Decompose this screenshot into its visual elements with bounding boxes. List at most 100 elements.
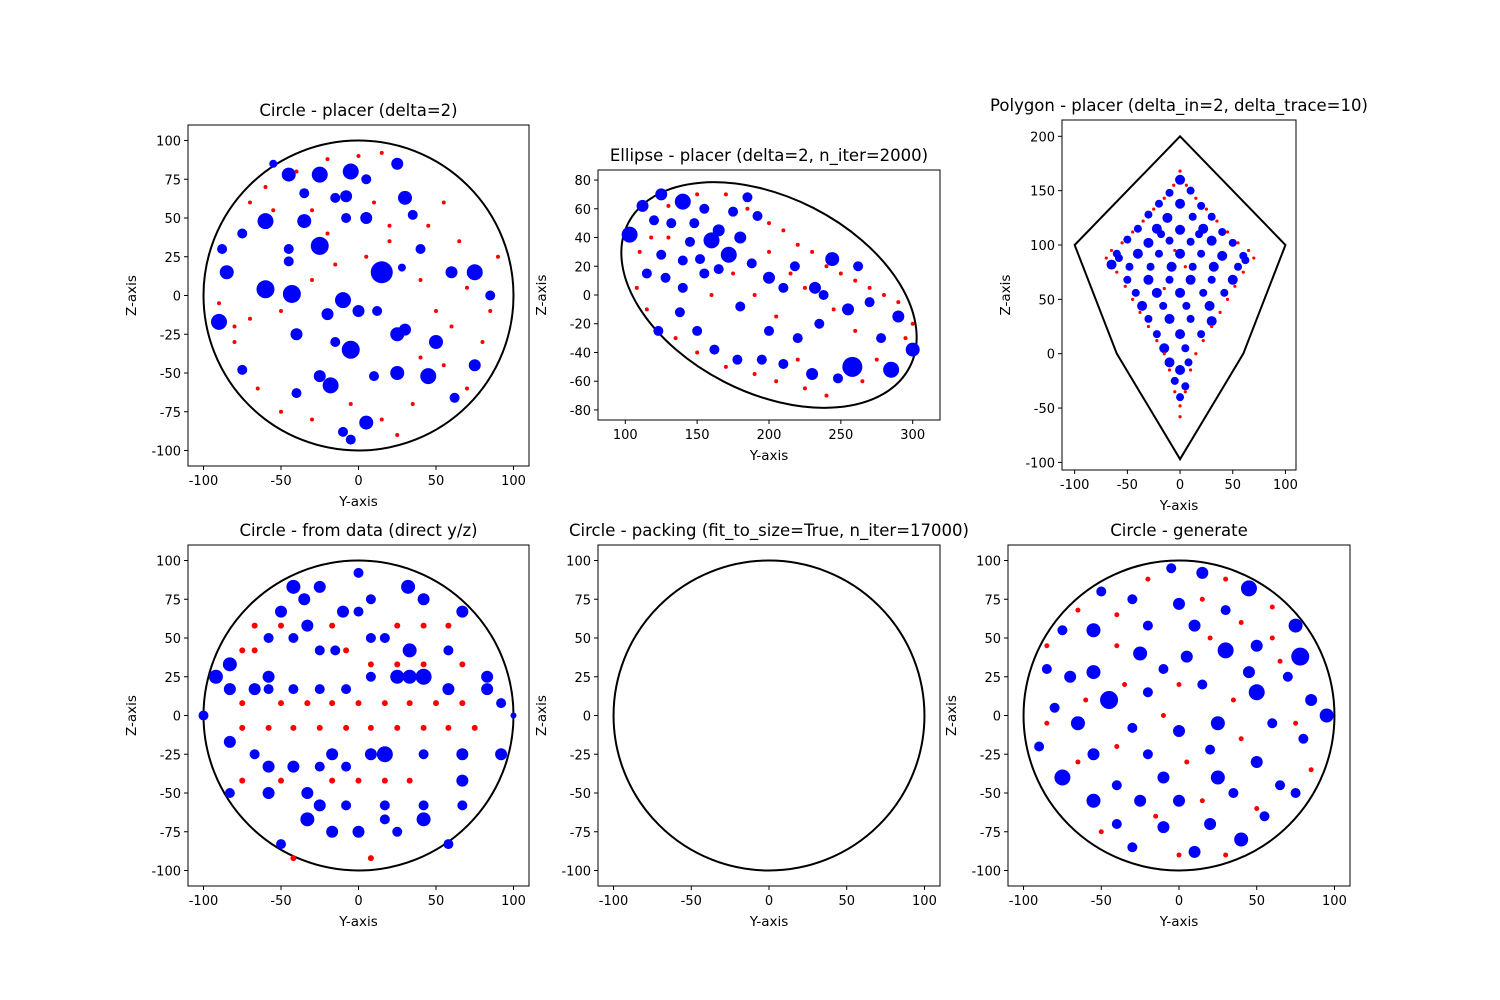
blue-point xyxy=(1186,186,1195,195)
blue-point xyxy=(1131,288,1140,297)
blue-point xyxy=(402,643,417,658)
red-point xyxy=(441,200,446,205)
red-point xyxy=(1123,284,1127,288)
blue-point xyxy=(1206,316,1217,327)
red-point xyxy=(471,724,478,731)
red-point xyxy=(1044,643,1050,649)
red-point xyxy=(781,228,786,233)
red-point xyxy=(394,622,401,629)
blue-point xyxy=(281,167,296,182)
blue-point xyxy=(1290,788,1301,798)
red-point xyxy=(278,777,284,784)
blue-point xyxy=(415,668,432,685)
blue-point xyxy=(778,358,789,369)
blue-point xyxy=(1206,235,1217,246)
red-point xyxy=(379,150,384,155)
y-tick-label: 0 xyxy=(173,290,181,305)
y-tick-label: -75 xyxy=(160,826,181,841)
blue-point xyxy=(1195,230,1204,239)
red-point xyxy=(1236,241,1240,245)
red-point xyxy=(379,417,384,422)
red-point xyxy=(420,622,427,629)
y-axis-label: Z-axis xyxy=(998,275,1014,316)
blue-point xyxy=(764,325,774,336)
blue-point xyxy=(1208,261,1219,272)
subplot-title: Circle - placer (delta=2) xyxy=(259,101,457,120)
blue-point xyxy=(372,306,383,316)
blue-point xyxy=(1159,301,1168,310)
blue-point xyxy=(1242,666,1255,679)
boundary-ellipse xyxy=(620,181,918,409)
axes-frame xyxy=(1007,544,1351,887)
red-point xyxy=(426,223,431,228)
blue-point xyxy=(208,669,223,684)
blue-point xyxy=(485,290,496,301)
red-point xyxy=(1160,713,1166,718)
y-tick-label: -100 xyxy=(971,865,1001,880)
red-point xyxy=(217,301,221,306)
blue-point xyxy=(660,272,671,283)
blue-point xyxy=(876,333,887,344)
y-tick-label: 40 xyxy=(574,232,591,247)
blue-point xyxy=(656,249,667,260)
y-tick-label: 0 xyxy=(993,710,1001,725)
red-point xyxy=(367,661,374,668)
blue-point xyxy=(1143,237,1154,248)
blue-point xyxy=(732,354,743,365)
blue-point xyxy=(311,166,328,183)
blue-point xyxy=(1188,262,1197,271)
blue-point xyxy=(288,633,299,643)
y-axis-label: Z-axis xyxy=(124,275,140,316)
red-point xyxy=(355,777,362,784)
red-point xyxy=(459,661,466,668)
blue-point xyxy=(1034,741,1045,752)
x-tick-label: 100 xyxy=(613,428,638,443)
blue-point xyxy=(1086,793,1101,808)
blue-point xyxy=(282,284,301,303)
red-point xyxy=(1183,390,1187,394)
red-point xyxy=(343,647,350,654)
blue-point xyxy=(510,712,517,719)
blue-point xyxy=(456,605,469,618)
blue-point xyxy=(262,670,275,683)
boundary-polygon xyxy=(1073,134,1287,462)
red-point xyxy=(410,402,415,406)
red-point xyxy=(673,336,678,341)
red-point xyxy=(723,364,728,369)
red-point xyxy=(290,855,297,862)
blue-point xyxy=(417,593,430,606)
red-point xyxy=(356,154,361,158)
x-axis-label: Y-axis xyxy=(338,914,378,930)
red-point xyxy=(874,357,879,362)
y-tick-label: -25 xyxy=(980,748,1001,763)
red-point xyxy=(329,622,336,629)
blue-point xyxy=(1049,702,1060,713)
red-point xyxy=(1225,230,1230,234)
y-tick-label: 50 xyxy=(164,632,181,647)
red-point xyxy=(445,724,452,731)
blue-point xyxy=(763,271,775,284)
red-point xyxy=(1153,813,1159,819)
blue-point xyxy=(1298,733,1309,744)
blue-point xyxy=(283,244,294,254)
red-point xyxy=(265,724,272,731)
y-tick-label: -100 xyxy=(151,865,181,880)
blue-point xyxy=(1175,198,1186,209)
red-point xyxy=(1114,744,1120,749)
blue-point xyxy=(391,157,404,170)
blue-point xyxy=(853,261,864,272)
red-point xyxy=(838,271,843,276)
blue-point xyxy=(842,356,863,377)
blue-point xyxy=(1217,642,1234,659)
x-tick-label: 250 xyxy=(828,428,853,443)
red-point xyxy=(1183,265,1187,269)
red-point xyxy=(1075,759,1081,765)
axes-frame xyxy=(597,169,941,421)
blue-point xyxy=(1176,393,1185,402)
red-point xyxy=(418,355,423,360)
blue-point xyxy=(674,193,691,210)
blue-point xyxy=(379,633,390,643)
blue-point xyxy=(1267,718,1278,729)
blue-point xyxy=(415,244,426,254)
blue-point xyxy=(330,645,341,656)
